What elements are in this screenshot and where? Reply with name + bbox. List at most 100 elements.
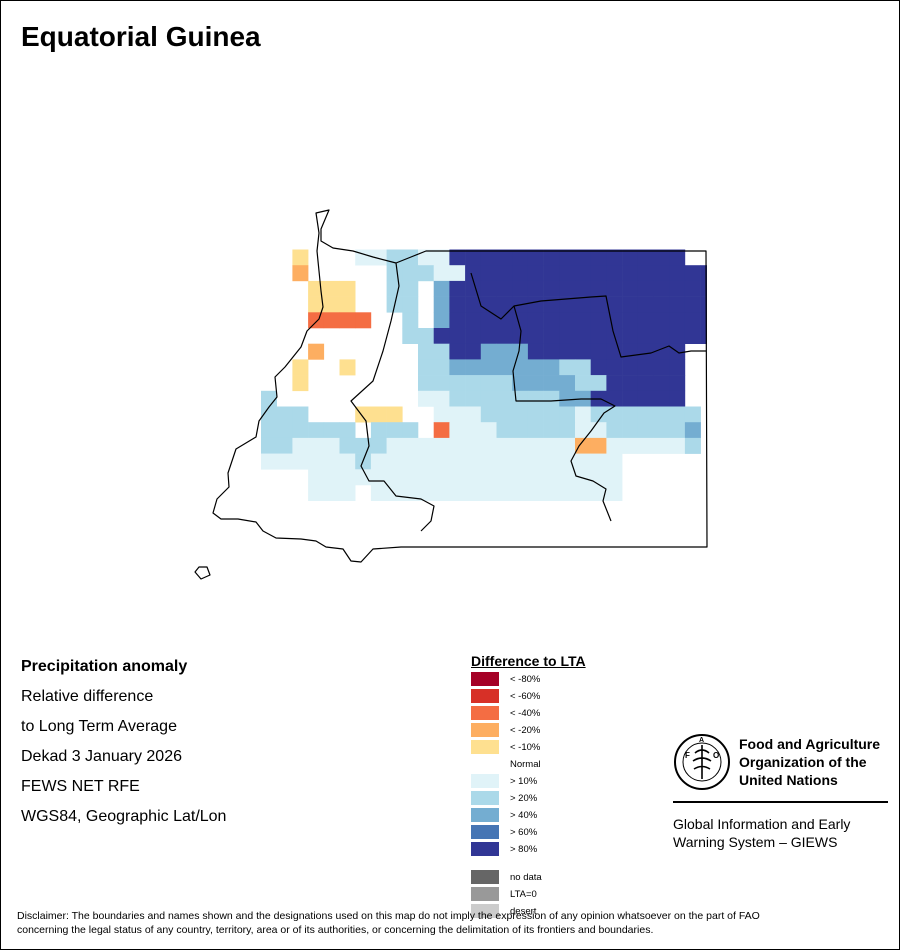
anomaly-cell [622, 280, 639, 297]
anomaly-cell [637, 390, 654, 407]
anomaly-cell [653, 265, 670, 282]
anomaly-cell [512, 359, 529, 376]
anomaly-cell [308, 312, 325, 329]
anomaly-cell [323, 469, 340, 486]
anomaly-cell [449, 328, 466, 344]
legend-label: > 40% [510, 809, 538, 821]
anomaly-cell [323, 437, 340, 454]
anomaly-cell [622, 359, 639, 376]
anomaly-cell [276, 437, 293, 454]
anomaly-cell [496, 390, 513, 407]
legend-swatch [471, 689, 499, 703]
anomaly-cell [339, 312, 356, 329]
anomaly-cell [449, 390, 466, 407]
anomaly-cell [590, 296, 607, 313]
anomaly-cell [449, 375, 466, 392]
svg-text:F: F [685, 751, 690, 760]
legend-row: no data [471, 870, 542, 884]
anomaly-cell [622, 375, 639, 392]
anomaly-cell [433, 406, 450, 423]
anomaly-cell [590, 280, 607, 297]
anomaly-cell [496, 437, 513, 454]
anomaly-cell [402, 280, 419, 297]
anomaly-cell [684, 265, 701, 282]
anomaly-cell [669, 375, 686, 392]
anomaly-cell [465, 469, 482, 486]
info-heading: Precipitation anomaly [21, 658, 188, 675]
anomaly-cell [339, 437, 356, 454]
anomaly-cell [575, 249, 591, 266]
anomaly-cell [669, 249, 686, 266]
anomaly-cell [527, 437, 544, 454]
anomaly-cell [637, 375, 654, 392]
anomaly-cell [637, 328, 654, 344]
anomaly-cell [575, 265, 591, 282]
anomaly-cell [261, 390, 277, 407]
anomaly-cell [339, 469, 356, 486]
anomaly-cell [684, 312, 701, 329]
anomaly-cell [276, 453, 293, 470]
anomaly-cell [606, 359, 623, 376]
anomaly-cell [418, 265, 434, 282]
anomaly-cell [433, 359, 450, 376]
anomaly-cell [308, 343, 325, 360]
country-outline [212, 209, 708, 563]
anomaly-cell [559, 343, 576, 360]
anomaly-cell [465, 265, 482, 282]
anomaly-cell [496, 343, 513, 360]
anomaly-cell [575, 343, 591, 360]
anomaly-cell [496, 280, 513, 297]
anomaly-cell [402, 422, 419, 439]
anomaly-cell [496, 469, 513, 486]
legend-label: < -40% [510, 707, 541, 719]
anomaly-cell [433, 375, 450, 392]
anomaly-cell [370, 437, 387, 454]
anomaly-cell [543, 359, 560, 376]
disclaimer-line: concerning the legal status of any count… [17, 924, 654, 936]
anomaly-cell [559, 390, 576, 407]
anomaly-cell [433, 249, 450, 266]
anomaly-cell [480, 453, 497, 470]
anomaly-cell [292, 453, 309, 470]
anomaly-cell [559, 265, 576, 282]
anomaly-cell [622, 437, 639, 454]
anomaly-cell [261, 437, 277, 454]
anomaly-cell [637, 359, 654, 376]
anomaly-cell [527, 359, 544, 376]
anomaly-cell [480, 390, 497, 407]
anomaly-cell [449, 406, 466, 423]
anomaly-cell [496, 328, 513, 344]
anomaly-cell [496, 249, 513, 266]
anomaly-cell [261, 422, 277, 439]
anomaly-cell [496, 453, 513, 470]
anomaly-cell [433, 296, 450, 313]
info-line-lta: to Long Term Average [21, 718, 177, 735]
anomaly-cell [559, 375, 576, 392]
anomaly-cell [386, 469, 403, 486]
disclaimer-line: Disclaimer: The boundaries and names sho… [17, 910, 760, 922]
fao-name-line: Organization of the [739, 754, 867, 770]
anomaly-cell [292, 265, 309, 282]
legend-row: < -10% [471, 740, 540, 754]
anomaly-cell [590, 422, 607, 439]
anomaly-cell [465, 375, 482, 392]
legend-swatch [471, 870, 499, 884]
anomaly-cell [637, 343, 654, 360]
anomaly-cell [386, 453, 403, 470]
anomaly-cell [339, 359, 356, 376]
anomaly-cell [496, 406, 513, 423]
anomaly-cell [496, 296, 513, 313]
anomaly-cell [512, 249, 529, 266]
anomaly-cell [527, 249, 544, 266]
anomaly-cell [606, 406, 623, 423]
anomaly-cell [543, 406, 560, 423]
legend-label: < -80% [510, 673, 541, 685]
anomaly-cell [669, 359, 686, 376]
anomaly-cell [465, 296, 482, 313]
anomaly-cell [512, 375, 529, 392]
anomaly-cell [559, 312, 576, 329]
anomaly-cell [449, 265, 466, 282]
anomaly-cell [559, 453, 576, 470]
anomaly-cell [669, 328, 686, 344]
